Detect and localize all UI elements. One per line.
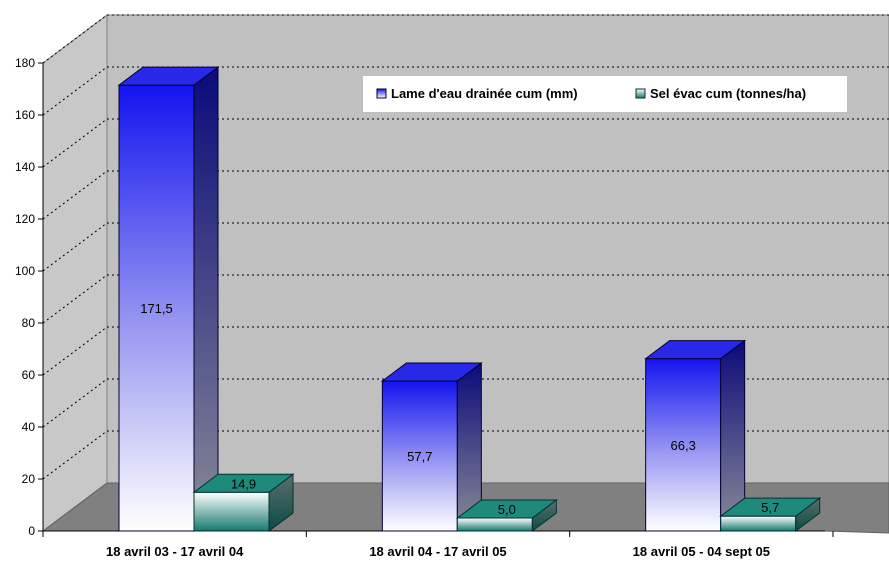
data-label: 5,0 bbox=[498, 502, 516, 517]
salt-bar bbox=[719, 497, 822, 532]
gridline-side bbox=[42, 222, 108, 272]
gridline-side bbox=[42, 378, 108, 428]
data-label: 14,9 bbox=[231, 476, 256, 491]
salt-bar-top bbox=[455, 499, 558, 519]
data-label: 66,3 bbox=[671, 438, 696, 453]
side-wall bbox=[42, 14, 108, 532]
gridline-side bbox=[42, 430, 108, 480]
y-tick-label: 100 bbox=[15, 264, 35, 278]
salt-bar-top bbox=[719, 497, 822, 517]
legend-label: Lame d'eau drainée cum (mm) bbox=[391, 86, 578, 101]
legend-swatch bbox=[376, 88, 387, 99]
water-bar bbox=[380, 361, 483, 532]
water-bar-top bbox=[117, 66, 220, 86]
y-tick-label: 0 bbox=[28, 524, 35, 538]
gridline-side bbox=[42, 274, 108, 324]
legend-swatch bbox=[635, 88, 646, 99]
gridline-side bbox=[42, 118, 108, 168]
data-label: 57,7 bbox=[407, 449, 432, 464]
y-tick-label: 120 bbox=[15, 212, 35, 226]
water-bar-front bbox=[118, 84, 195, 532]
salt-bar bbox=[192, 473, 295, 532]
water-bar bbox=[644, 339, 747, 532]
x-tick-label: 18 avril 04 - 17 avril 05 bbox=[369, 544, 506, 559]
salt-bar-front bbox=[456, 517, 533, 532]
legend-label: Sel évac cum (tonnes/ha) bbox=[650, 86, 806, 101]
y-tick-label: 160 bbox=[15, 108, 35, 122]
y-tick-label: 60 bbox=[22, 368, 36, 382]
y-tick-label: 140 bbox=[15, 160, 35, 174]
water-bar-side bbox=[193, 66, 219, 532]
salt-bar bbox=[455, 499, 558, 532]
water-bar bbox=[117, 66, 220, 532]
y-tick-label: 20 bbox=[22, 472, 36, 486]
data-label: 5,7 bbox=[761, 500, 779, 515]
x-tick-label: 18 avril 03 - 17 avril 04 bbox=[106, 544, 244, 559]
data-label: 171,5 bbox=[140, 301, 173, 316]
water-bar-front bbox=[645, 358, 722, 532]
gridline-side bbox=[42, 170, 108, 220]
y-tick-label: 180 bbox=[15, 56, 35, 70]
water-bar-top bbox=[380, 362, 483, 382]
x-tick-label: 18 avril 05 - 04 sept 05 bbox=[633, 544, 770, 559]
salt-bar-front bbox=[193, 491, 270, 532]
water-bar-top bbox=[644, 340, 747, 360]
y-tick-label: 80 bbox=[22, 316, 36, 330]
salt-bar-front bbox=[720, 515, 797, 532]
legend-box bbox=[363, 76, 847, 112]
y-tick-label: 40 bbox=[22, 420, 36, 434]
gridline-side bbox=[42, 326, 108, 376]
gridline-side bbox=[42, 14, 108, 64]
salt-bar-top bbox=[192, 473, 295, 493]
gridline-side bbox=[42, 66, 108, 116]
